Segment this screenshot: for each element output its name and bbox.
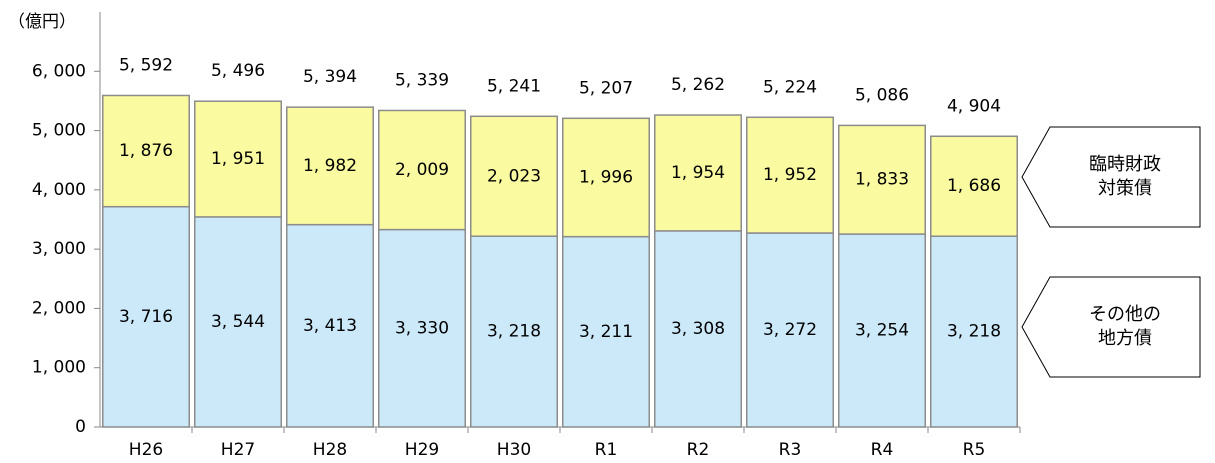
value-label: 3, 413: [303, 316, 357, 336]
x-tick-label: H29: [405, 440, 439, 460]
x-tick-label: H30: [497, 440, 531, 460]
total-label: 5, 207: [579, 78, 633, 98]
x-tick-label: R2: [687, 440, 710, 460]
callout-shape: [1021, 126, 1201, 228]
bar-segment: [746, 116, 834, 234]
total-label: 5, 262: [671, 75, 725, 95]
total-label: 5, 339: [395, 70, 449, 90]
value-label: 2, 023: [487, 166, 541, 186]
bar-segment: [654, 114, 742, 232]
y-tick-label: 1, 000: [32, 358, 86, 378]
value-label: 1, 833: [855, 170, 909, 190]
value-label: 1, 876: [119, 141, 173, 161]
value-label: 3, 544: [211, 312, 265, 332]
value-label: 2, 009: [395, 160, 449, 180]
total-label: 4, 904: [947, 96, 1001, 116]
x-tick-label: R5: [963, 440, 986, 460]
bar-segment: [562, 117, 650, 238]
y-tick-label: 5, 000: [32, 121, 86, 141]
x-tick-label: H27: [221, 440, 255, 460]
bar-segment: [930, 235, 1018, 428]
bar-segment: [194, 100, 282, 218]
total-label: 5, 592: [119, 55, 173, 75]
value-label: 3, 218: [487, 322, 541, 342]
value-label: 3, 272: [763, 320, 817, 340]
x-tick-label: R3: [779, 440, 802, 460]
y-tick-label: 4, 000: [32, 180, 86, 200]
total-label: 5, 394: [303, 67, 357, 87]
x-tick-label: R1: [595, 440, 618, 460]
bar-segment: [286, 223, 374, 428]
total-label: 5, 241: [487, 76, 541, 96]
value-label: 3, 218: [947, 322, 1001, 342]
value-label: 3, 254: [855, 321, 909, 341]
value-label: 1, 982: [303, 156, 357, 176]
bar-segment: [378, 109, 466, 231]
y-tick-label: 0: [75, 417, 86, 437]
bar-segment: [470, 235, 558, 428]
bar-segment: [838, 124, 926, 235]
bar-segment: [930, 135, 1018, 237]
value-label: 3, 716: [119, 307, 173, 327]
callout-shape: [1021, 276, 1201, 378]
value-label: 1, 951: [211, 149, 265, 169]
value-label: 1, 996: [579, 167, 633, 187]
value-label: 1, 952: [763, 165, 817, 185]
bar-segment: [102, 94, 190, 208]
total-label: 5, 086: [855, 85, 909, 105]
value-label: 3, 211: [579, 322, 633, 342]
total-label: 5, 496: [211, 61, 265, 81]
x-tick-label: H28: [313, 440, 347, 460]
value-label: 1, 954: [671, 163, 725, 183]
value-label: 3, 308: [671, 319, 725, 339]
bar-segment: [838, 233, 926, 428]
bar-segment: [562, 235, 650, 428]
value-label: 1, 686: [947, 176, 1001, 196]
legend-label: その他の地方債: [1089, 304, 1161, 349]
y-tick-label: 3, 000: [32, 239, 86, 259]
y-tick-label: 6, 000: [32, 61, 86, 81]
value-label: 3, 330: [395, 318, 449, 338]
x-tick-label: R4: [871, 440, 894, 460]
bar-segment: [746, 232, 834, 428]
y-axis-label: （億円）: [8, 12, 76, 32]
y-tick-label: 2, 000: [32, 298, 86, 318]
bar-segment: [102, 205, 190, 428]
bar-segment: [470, 115, 558, 237]
bar-segment: [654, 230, 742, 428]
legend-label: 臨時財政対策債: [1089, 154, 1161, 199]
total-label: 5, 224: [763, 77, 817, 97]
bar-segment: [378, 228, 466, 428]
x-tick-label: H26: [129, 440, 163, 460]
bar-segment: [286, 106, 374, 226]
